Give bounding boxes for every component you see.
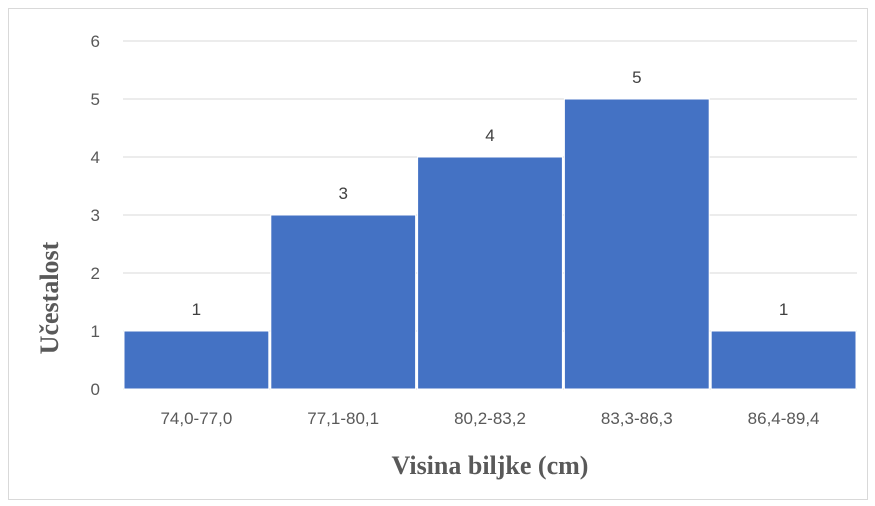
data-label: 1 bbox=[192, 300, 201, 319]
y-tick-label: 3 bbox=[91, 206, 100, 225]
x-axis-ticks: 74,0-77,0 77,1-80,1 80,2-83,2 83,3-86,3 86,4… bbox=[160, 409, 819, 428]
y-axis-title: Učestalost bbox=[35, 241, 64, 354]
x-tick-label: 83,3-86,3 bbox=[601, 409, 673, 428]
bar bbox=[563, 98, 710, 390]
y-tick-label: 0 bbox=[91, 380, 100, 399]
bar bbox=[123, 330, 270, 390]
y-axis-ticks: 0 1 2 3 4 5 6 bbox=[91, 32, 100, 399]
x-tick-label: 77,1-80,1 bbox=[307, 409, 379, 428]
bar bbox=[710, 330, 857, 390]
data-label: 5 bbox=[632, 68, 641, 87]
bar bbox=[270, 214, 417, 390]
x-tick-label: 74,0-77,0 bbox=[160, 409, 232, 428]
y-tick-label: 2 bbox=[91, 264, 100, 283]
y-tick-label: 6 bbox=[91, 32, 100, 51]
data-label: 3 bbox=[338, 184, 347, 203]
x-tick-label: 86,4-89,4 bbox=[748, 409, 820, 428]
y-tick-label: 4 bbox=[91, 148, 100, 167]
y-tick-label: 5 bbox=[91, 90, 100, 109]
data-label: 1 bbox=[779, 300, 788, 319]
data-label: 4 bbox=[485, 126, 494, 145]
data-labels: 1 3 4 5 1 bbox=[192, 68, 789, 319]
bars bbox=[123, 98, 857, 390]
x-tick-label: 80,2-83,2 bbox=[454, 409, 526, 428]
x-axis-title: Visina biljke (cm) bbox=[392, 451, 589, 480]
y-tick-label: 1 bbox=[91, 322, 100, 341]
bar bbox=[417, 156, 563, 390]
